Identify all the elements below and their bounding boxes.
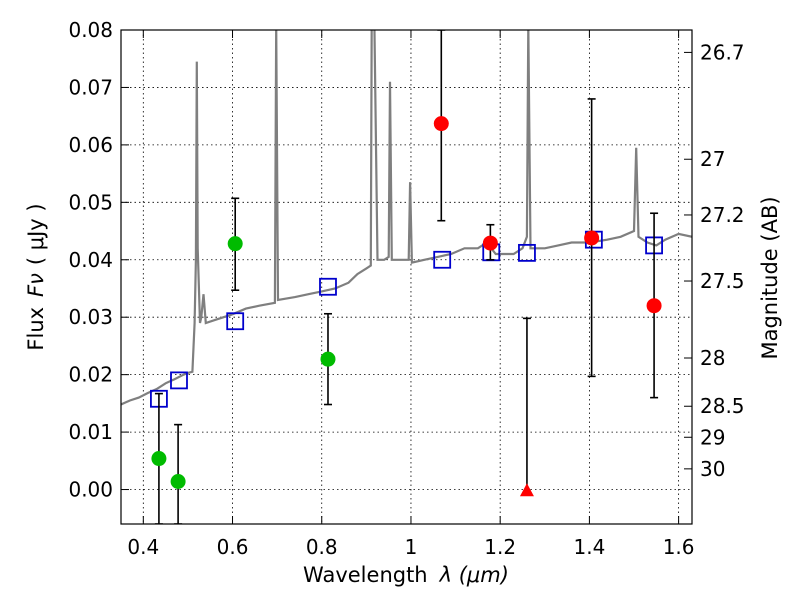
y-tick-label: 0.07 xyxy=(68,75,113,99)
model-photometry-square xyxy=(170,371,188,390)
magnitude-tick-label: 29 xyxy=(700,425,725,449)
observed-point-red xyxy=(584,230,600,246)
magnitude-tick-label: 26.7 xyxy=(700,40,745,64)
y-tick-label: 0.00 xyxy=(68,478,113,502)
upper-limit-triangle xyxy=(519,483,534,497)
model-photometry-square xyxy=(319,277,337,296)
data-marks xyxy=(150,30,663,524)
magnitude-axis: 26.7 27 27.2 27.5 28 28.5 29 30 xyxy=(684,40,745,481)
observed-point-green xyxy=(170,473,186,489)
observed-point-green xyxy=(320,351,336,367)
x-tick-label: 0.4 xyxy=(127,535,159,559)
magnitude-axis-label: Magnitude (AB) xyxy=(758,196,782,359)
y-tick-label: 0.08 xyxy=(68,18,113,42)
y-axis-label-unit: ( μJy ) xyxy=(24,203,48,265)
observed-point-red xyxy=(646,298,662,314)
observed-point-green xyxy=(227,236,243,252)
magnitude-tick-label: 28.5 xyxy=(700,394,745,418)
x-tick-label: 1.2 xyxy=(484,535,516,559)
x-tick-label: 1.4 xyxy=(573,535,605,559)
observed-point-red xyxy=(482,235,498,251)
x-tick-label: 0.6 xyxy=(217,535,249,559)
x-tick-label: 1 xyxy=(405,535,418,559)
x-axis: 0.4 0.6 0.8 1 1.2 1.4 1.6 xyxy=(127,30,695,559)
y-axis-label: Flux Fν ( μJy ) xyxy=(24,203,48,350)
x-tick-label: 1.6 xyxy=(663,535,695,559)
y-tick-label: 0.01 xyxy=(68,420,113,444)
y-tick-label: 0.02 xyxy=(68,363,113,387)
y-axis-label-text: Flux xyxy=(24,307,48,351)
x-axis-label: Wavelength λ (μm) xyxy=(303,563,509,587)
model-photometry-square xyxy=(226,312,245,331)
observed-point-red xyxy=(433,116,449,132)
y-tick-label: 0.04 xyxy=(68,248,113,272)
model-photometry-square xyxy=(518,243,536,262)
y-tick-label: 0.03 xyxy=(68,305,113,329)
magnitude-tick-label: 28 xyxy=(700,346,725,370)
magnitude-tick-label: 27.5 xyxy=(700,269,745,293)
y-tick-label: 0.05 xyxy=(68,190,113,214)
magnitude-tick-label: 27 xyxy=(700,147,725,171)
x-axis-label-symbol: λ (μm) xyxy=(439,563,509,587)
observed-point-green xyxy=(151,451,167,467)
plot-background xyxy=(121,30,692,524)
plot-area xyxy=(121,30,692,524)
y-axis-label-symbol: Fν xyxy=(24,273,48,297)
x-tick-label: 0.8 xyxy=(306,535,338,559)
model-photometry-square xyxy=(433,250,452,269)
magnitude-tick-label: 27.2 xyxy=(700,203,745,227)
y-axis: 0.00 0.01 0.02 0.03 0.04 0.05 0.06 0.07 0.08 xyxy=(68,18,129,502)
plot-frame xyxy=(120,29,693,525)
magnitude-tick-label: 30 xyxy=(700,457,725,481)
x-axis-label-text: Wavelength xyxy=(303,563,428,587)
y-tick-label: 0.06 xyxy=(68,133,113,157)
model-spectrum-line xyxy=(121,30,692,406)
